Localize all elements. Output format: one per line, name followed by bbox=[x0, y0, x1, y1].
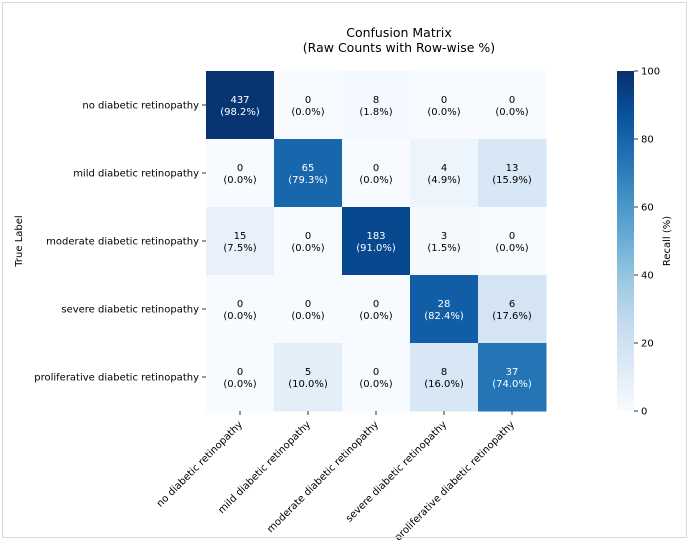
column-tick-label: proliferative diabetic retinopathy bbox=[393, 419, 517, 540]
cell-count-label: 15 bbox=[234, 231, 247, 242]
row-tick-label: mild diabetic retinopathy bbox=[73, 169, 199, 180]
heatmap-cell bbox=[478, 275, 547, 344]
colorbar-tick-label: 60 bbox=[641, 203, 654, 214]
cell-count-label: 0 bbox=[305, 231, 311, 242]
heatmap-cell bbox=[206, 343, 275, 412]
heatmap-cell bbox=[410, 343, 479, 412]
cell-percent-label: (1.8%) bbox=[359, 107, 392, 118]
cell-count-label: 0 bbox=[373, 367, 379, 378]
cell-count-label: 0 bbox=[509, 95, 515, 106]
cell-count-label: 0 bbox=[305, 299, 311, 310]
heatmap-cell bbox=[410, 275, 479, 344]
cell-percent-label: (82.4%) bbox=[424, 311, 464, 322]
chart-title: Confusion Matrix bbox=[346, 25, 452, 40]
heatmap-cell bbox=[478, 207, 547, 276]
row-tick-label: no diabetic retinopathy bbox=[82, 101, 199, 112]
cell-count-label: 4 bbox=[441, 163, 447, 174]
cell-percent-label: (7.5%) bbox=[223, 243, 256, 254]
colorbar-gradient bbox=[617, 71, 634, 411]
heatmap-cell bbox=[274, 139, 343, 208]
cell-percent-label: (98.2%) bbox=[220, 107, 260, 118]
cell-count-label: 437 bbox=[230, 95, 249, 106]
column-tick-label: moderate diabetic retinopathy bbox=[265, 419, 381, 535]
cell-percent-label: (0.0%) bbox=[291, 107, 324, 118]
heatmap-cell bbox=[410, 207, 479, 276]
cell-percent-label: (10.0%) bbox=[288, 379, 328, 390]
cell-count-label: 0 bbox=[237, 367, 243, 378]
cell-percent-label: (91.0%) bbox=[356, 243, 396, 254]
heatmap-cell bbox=[342, 275, 411, 344]
cell-percent-label: (0.0%) bbox=[291, 243, 324, 254]
colorbar-tick-label: 0 bbox=[641, 407, 647, 418]
row-tick-label: proliferative diabetic retinopathy bbox=[34, 373, 199, 384]
heatmap-cell bbox=[274, 207, 343, 276]
colorbar-tick-label: 40 bbox=[641, 271, 654, 282]
cell-percent-label: (0.0%) bbox=[223, 175, 256, 186]
cell-count-label: 0 bbox=[305, 95, 311, 106]
colorbar-tick-label: 80 bbox=[641, 135, 654, 146]
cell-percent-label: (79.3%) bbox=[288, 175, 328, 186]
cell-count-label: 5 bbox=[305, 367, 311, 378]
colorbar-label: Recall (%) bbox=[662, 216, 673, 266]
cell-percent-label: (0.0%) bbox=[427, 107, 460, 118]
heatmap-cells: 437(98.2%)0(0.0%)8(1.8%)0(0.0%)0(0.0%)0(… bbox=[206, 71, 547, 412]
cell-count-label: 0 bbox=[509, 231, 515, 242]
cell-count-label: 0 bbox=[373, 163, 379, 174]
cell-percent-label: (0.0%) bbox=[359, 311, 392, 322]
colorbar-tick-label: 100 bbox=[641, 67, 660, 78]
cell-count-label: 8 bbox=[441, 367, 447, 378]
heatmap-cell bbox=[206, 71, 275, 140]
heatmap-cell bbox=[206, 275, 275, 344]
cell-percent-label: (15.9%) bbox=[492, 175, 532, 186]
heatmap-cell bbox=[206, 139, 275, 208]
heatmap-cell bbox=[478, 71, 547, 140]
cell-percent-label: (0.0%) bbox=[495, 107, 528, 118]
cell-count-label: 0 bbox=[237, 299, 243, 310]
row-tick-label: severe diabetic retinopathy bbox=[61, 305, 199, 316]
cell-percent-label: (74.0%) bbox=[492, 379, 532, 390]
cell-count-label: 0 bbox=[237, 163, 243, 174]
cell-percent-label: (0.0%) bbox=[495, 243, 528, 254]
cell-count-label: 65 bbox=[302, 163, 315, 174]
cell-percent-label: (1.5%) bbox=[427, 243, 460, 254]
cell-count-label: 3 bbox=[441, 231, 447, 242]
cell-count-label: 0 bbox=[373, 299, 379, 310]
cell-count-label: 28 bbox=[438, 299, 451, 310]
heatmap-cell bbox=[342, 207, 411, 276]
heatmap-cell bbox=[274, 71, 343, 140]
heatmap-cell bbox=[342, 343, 411, 412]
cell-percent-label: (0.0%) bbox=[223, 379, 256, 390]
heatmap-cell bbox=[274, 343, 343, 412]
heatmap-cell bbox=[410, 139, 479, 208]
heatmap-cell bbox=[478, 139, 547, 208]
cell-count-label: 6 bbox=[509, 299, 515, 310]
row-tick-labels: no diabetic retinopathy mild diabetic ret… bbox=[34, 101, 206, 384]
cell-percent-label: (17.6%) bbox=[492, 311, 532, 322]
cell-count-label: 183 bbox=[366, 231, 385, 242]
y-axis-label: True Label bbox=[14, 215, 25, 267]
heatmap-cell bbox=[342, 139, 411, 208]
cell-percent-label: (0.0%) bbox=[223, 311, 256, 322]
cell-percent-label: (0.0%) bbox=[359, 379, 392, 390]
colorbar-tick-label: 20 bbox=[641, 339, 654, 350]
chart-subtitle: (Raw Counts with Row-wise %) bbox=[303, 40, 495, 55]
cell-count-label: 13 bbox=[506, 163, 519, 174]
heatmap-cell bbox=[478, 343, 547, 412]
row-tick-label: moderate diabetic retinopathy bbox=[46, 237, 199, 248]
cell-percent-label: (0.0%) bbox=[291, 311, 324, 322]
cell-percent-label: (4.9%) bbox=[427, 175, 460, 186]
heatmap-cell bbox=[410, 71, 479, 140]
cell-count-label: 37 bbox=[506, 367, 519, 378]
cell-percent-label: (16.0%) bbox=[424, 379, 464, 390]
heatmap-cell bbox=[206, 207, 275, 276]
colorbar: Recall (%) 0 20 40 60 80 100 bbox=[617, 67, 673, 418]
cell-count-label: 8 bbox=[373, 95, 379, 106]
cell-percent-label: (0.0%) bbox=[359, 175, 392, 186]
heatmap-cell bbox=[274, 275, 343, 344]
cell-count-label: 0 bbox=[441, 95, 447, 106]
heatmap-cell bbox=[342, 71, 411, 140]
